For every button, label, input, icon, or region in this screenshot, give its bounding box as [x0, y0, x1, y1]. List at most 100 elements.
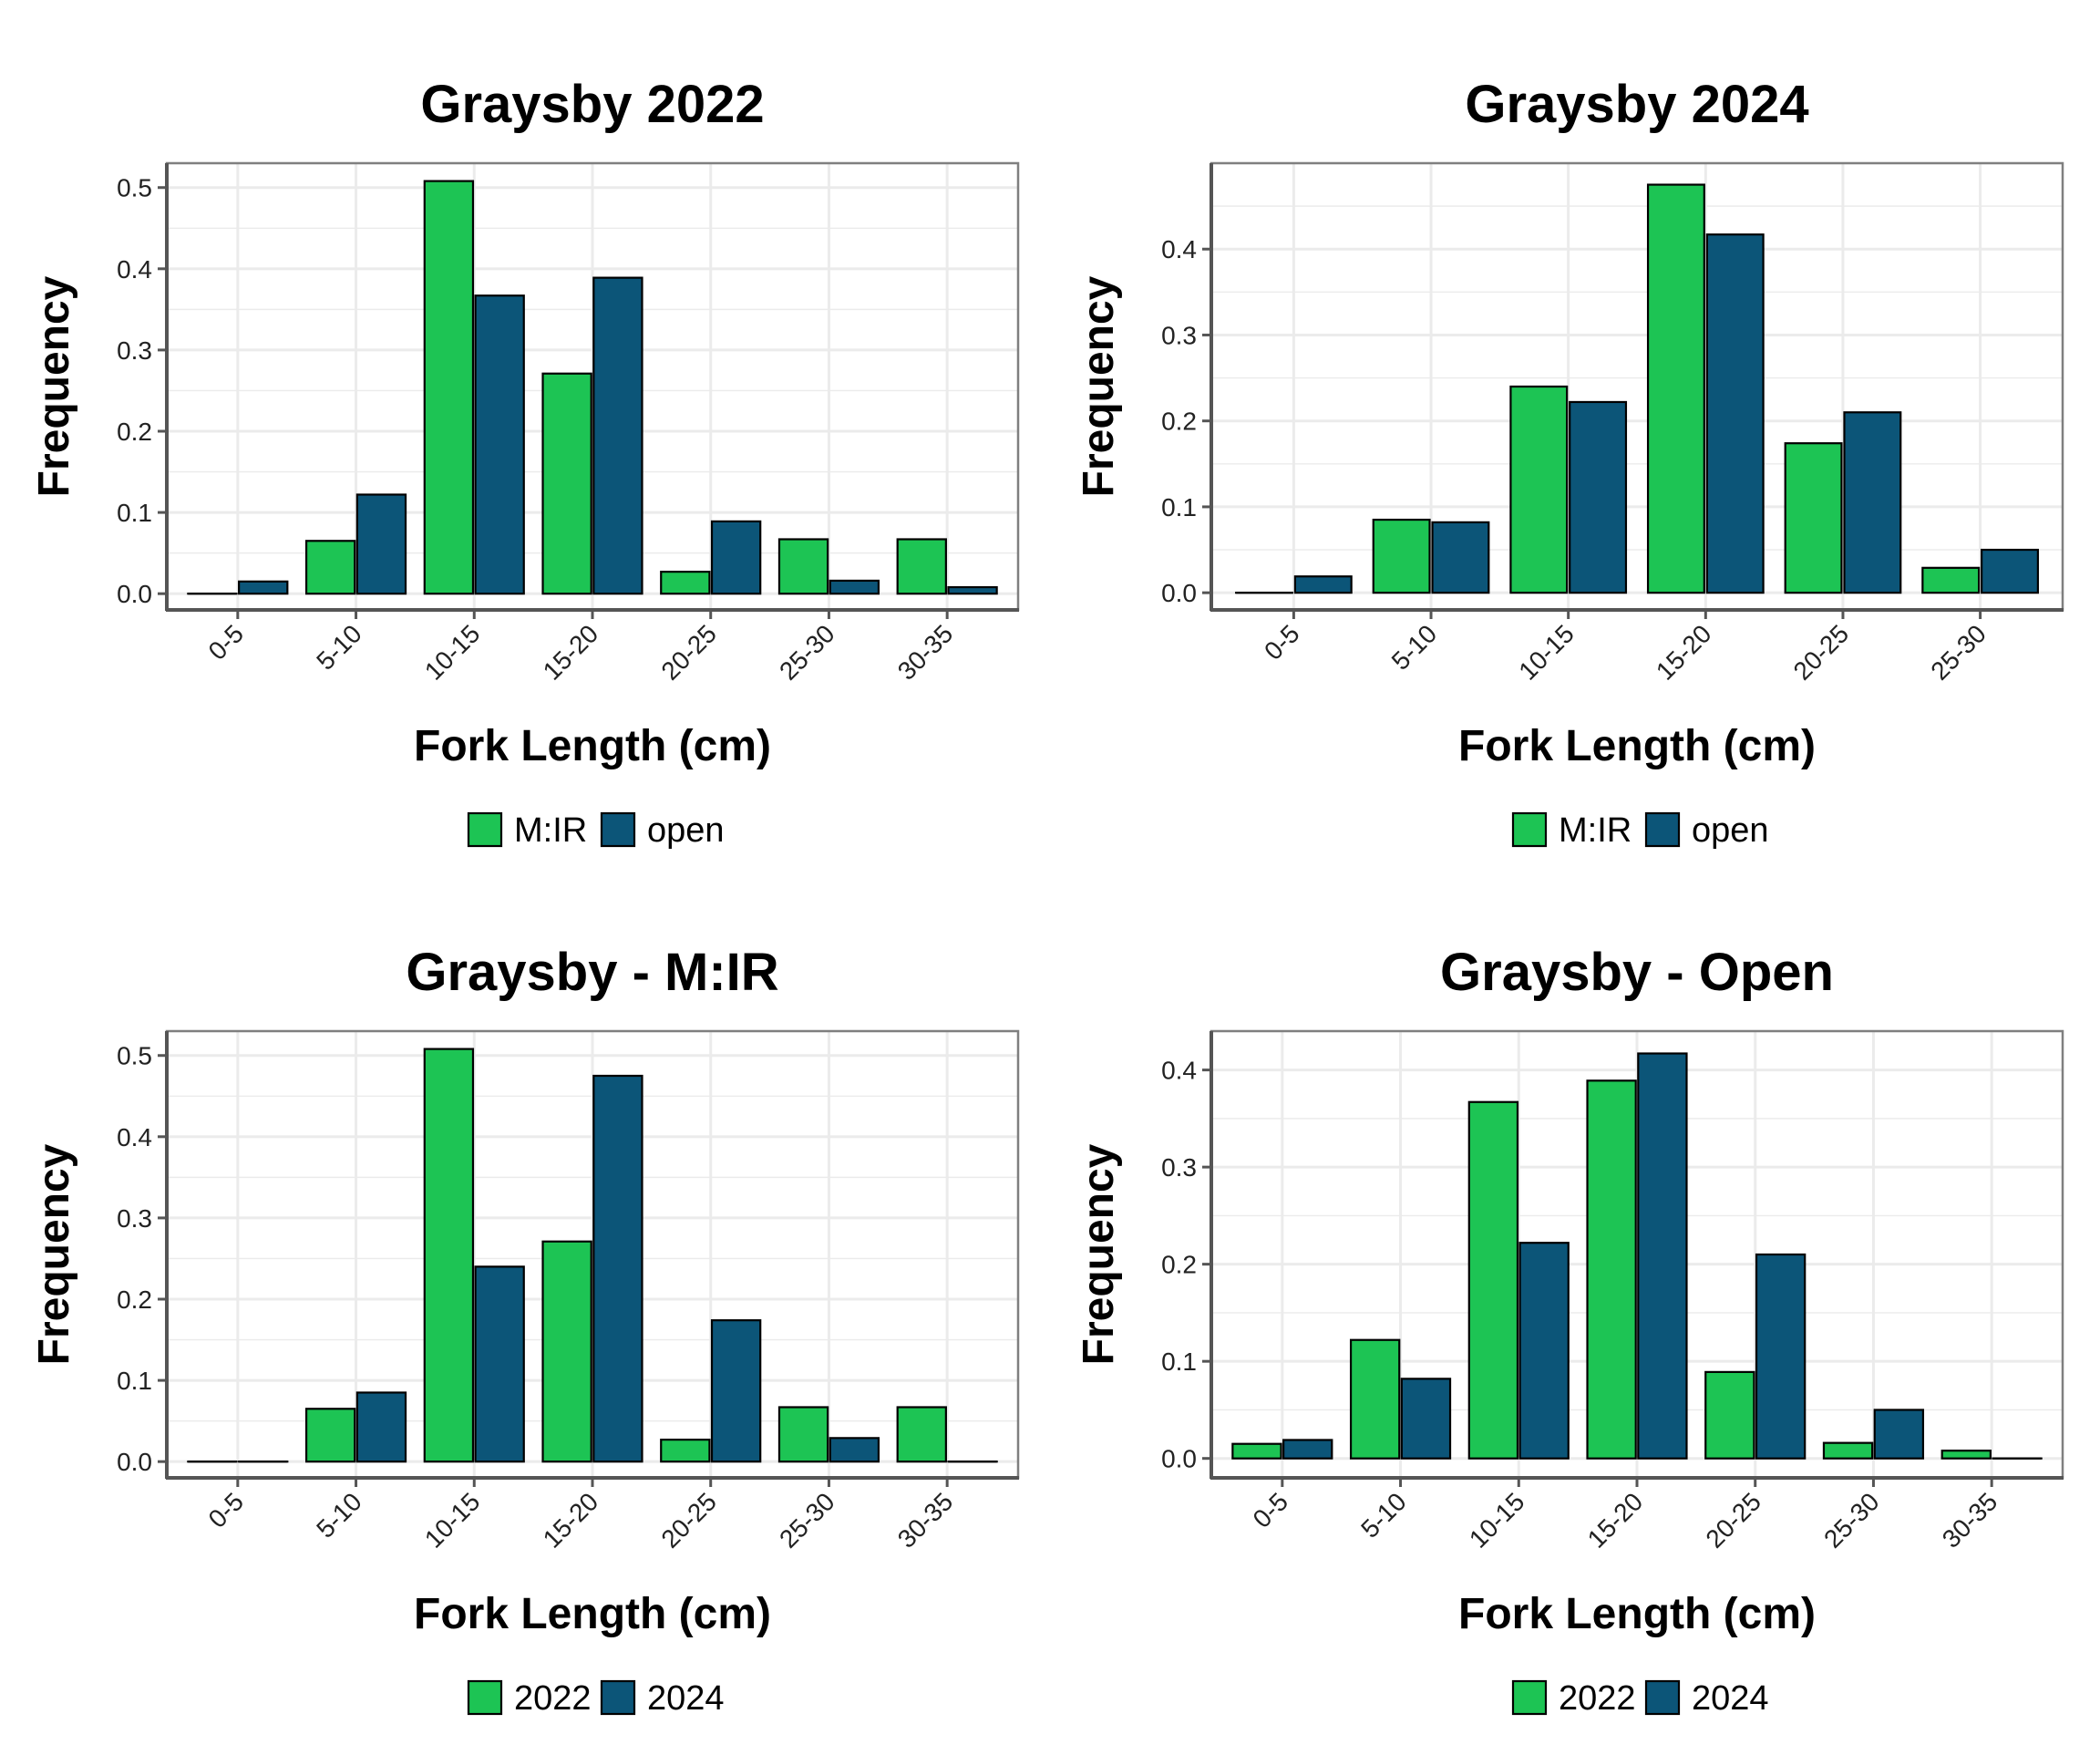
bar-2024-20-25: [712, 1320, 760, 1461]
x-tick-label: 5-10: [311, 1487, 367, 1543]
bar-2024-25-30: [830, 1438, 879, 1461]
bar-2022-10-15: [1469, 1102, 1518, 1459]
x-tick-label: 20-25: [1700, 1487, 1766, 1554]
x-axis-label: Fork Length (cm): [414, 1590, 771, 1638]
x-tick-label: 0-5: [1248, 1487, 1294, 1533]
legend-swatch: [602, 1681, 634, 1714]
x-tick-label: 0-5: [203, 619, 250, 666]
x-tick-label: 25-30: [774, 1487, 840, 1554]
x-tick-label: 20-25: [655, 1487, 722, 1554]
bar-mir-15-20: [1648, 185, 1704, 594]
y-tick-label: 0.1: [1161, 493, 1197, 521]
x-tick-label: 25-30: [774, 619, 840, 686]
y-tick-label: 0.1: [117, 1367, 152, 1395]
bar-mir-25-30: [779, 539, 828, 594]
x-tick-label: 0-5: [203, 1487, 250, 1533]
bar-2024-25-30: [1875, 1409, 1923, 1458]
legend-label: M:IR: [1559, 811, 1632, 850]
y-tick-label: 0.2: [117, 418, 152, 446]
bar-open-15-20: [593, 278, 642, 594]
bar-mir-25-30: [1922, 568, 1979, 593]
bar-2024-10-15: [476, 1266, 524, 1461]
y-tick-label: 0.5: [117, 1042, 152, 1070]
bar-mir-30-35: [898, 539, 946, 594]
y-tick-label: 0.2: [1161, 408, 1197, 436]
y-axis-label: Frequency: [30, 275, 78, 497]
legend-swatch: [602, 813, 634, 846]
y-tick-label: 0.1: [1161, 1347, 1197, 1376]
y-tick-label: 0.4: [1161, 235, 1197, 263]
x-tick-label: 5-10: [1355, 1487, 1412, 1543]
bar-open-5-10: [357, 494, 406, 594]
legend-swatch: [1513, 1681, 1546, 1714]
bar-2022-5-10: [306, 1409, 355, 1461]
x-tick-label: 15-20: [1582, 1487, 1649, 1554]
bar-open-30-35: [948, 587, 996, 594]
bar-open-0-5: [239, 582, 287, 594]
x-tick-label: 20-25: [1788, 619, 1855, 686]
bar-open-25-30: [1982, 550, 2038, 593]
x-tick-label: 15-20: [1651, 619, 1717, 686]
x-axis-label: Fork Length (cm): [1458, 1590, 1816, 1638]
x-tick-label: 20-25: [655, 619, 722, 686]
chart-title: Graysby 2022: [420, 75, 764, 134]
y-axis-label: Frequency: [1075, 1143, 1123, 1365]
x-tick-label: 30-35: [892, 619, 959, 686]
bar-2024-20-25: [1756, 1254, 1805, 1459]
y-tick-label: 0.2: [117, 1285, 152, 1314]
y-tick-label: 0.5: [117, 174, 152, 202]
bar-mir-20-25: [1786, 443, 1842, 593]
bar-2024-15-20: [593, 1076, 642, 1461]
bar-2022-20-25: [1705, 1372, 1754, 1459]
x-tick-label: 30-35: [892, 1487, 959, 1554]
bar-mir-5-10: [1374, 520, 1430, 593]
bar-open-0-5: [1295, 576, 1352, 593]
bar-open-10-15: [476, 295, 524, 594]
bar-open-20-25: [712, 521, 760, 594]
x-axis-label: Fork Length (cm): [414, 722, 771, 770]
y-tick-label: 0.1: [117, 499, 152, 527]
bar-2022-15-20: [1588, 1080, 1636, 1458]
bar-2024-5-10: [357, 1392, 406, 1461]
y-tick-label: 0.4: [117, 1123, 152, 1151]
x-tick-label: 30-35: [1937, 1487, 2003, 1554]
bar-mir-10-15: [1510, 387, 1567, 593]
chart-title: Graysby 2024: [1465, 75, 1808, 134]
legend-label: 2024: [1692, 1679, 1769, 1718]
legend-swatch: [468, 1681, 501, 1714]
legend-label: 2024: [647, 1679, 725, 1718]
legend-swatch: [468, 813, 501, 846]
bar-2022-5-10: [1351, 1340, 1399, 1459]
legend-swatch: [1646, 813, 1679, 846]
legend: 2022 2024: [468, 1679, 725, 1718]
x-tick-label: 10-15: [1513, 619, 1580, 686]
y-tick-label: 0.0: [117, 580, 152, 608]
x-tick-label: 10-15: [419, 619, 486, 686]
x-tick-label: 5-10: [311, 619, 367, 676]
x-tick-label: 25-30: [1925, 619, 1992, 686]
bar-2022-20-25: [661, 1440, 709, 1461]
bar-2022-0-5: [1232, 1444, 1281, 1459]
bar-mir-10-15: [425, 181, 473, 594]
y-tick-label: 0.3: [1161, 1153, 1197, 1182]
legend-label: 2022: [514, 1679, 592, 1718]
legend: M:IR open: [1513, 811, 1769, 850]
bar-2022-15-20: [543, 1242, 592, 1461]
bar-2024-5-10: [1402, 1378, 1450, 1458]
bar-2022-10-15: [425, 1049, 473, 1462]
y-tick-label: 0.2: [1161, 1251, 1197, 1279]
bar-2024-0-5: [1283, 1440, 1332, 1458]
y-tick-label: 0.3: [117, 336, 152, 365]
legend-label: open: [1692, 811, 1769, 850]
bar-2024-15-20: [1638, 1054, 1686, 1459]
bar-2022-25-30: [779, 1407, 828, 1461]
legend-swatch: [1513, 813, 1546, 846]
bar-mir-15-20: [543, 374, 592, 594]
bar-2022-30-35: [898, 1407, 946, 1461]
